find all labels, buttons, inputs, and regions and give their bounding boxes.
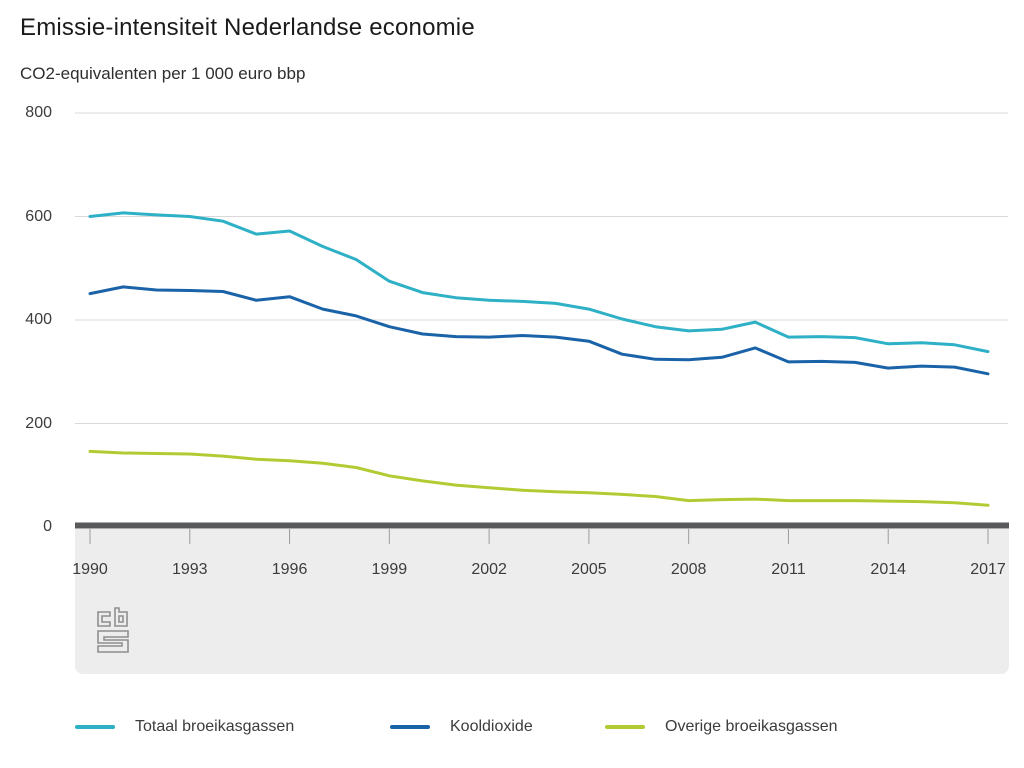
chart-legend: Totaal broeikasgassen Kooldioxide Overige … — [0, 718, 1024, 746]
legend-label: Totaal broeikasgassen — [135, 718, 295, 735]
y-axis-label-200: 200 — [25, 414, 52, 432]
series-line-3 — [88, 449, 990, 507]
chart-subtitle: CO2-equivalenten per 1 000 euro bbp — [20, 64, 306, 83]
legend-item-1[interactable]: Totaal broeikasgassen — [75, 718, 294, 736]
chart-title: Emissie-intensiteit Nederlandse economie — [20, 14, 475, 41]
x-axis-label-2002: 2002 — [471, 561, 507, 578]
legend-swatch-icon — [75, 725, 115, 729]
x-axis-label-2011: 2011 — [771, 561, 806, 578]
x-axis-label-1990: 1990 — [72, 561, 108, 578]
y-axis-label-400: 400 — [25, 311, 52, 328]
y-axis-label-0: 0 — [43, 518, 52, 535]
x-axis-label-2017: 2017 — [970, 561, 1006, 578]
y-axis-label-600: 600 — [25, 207, 52, 225]
x-axis-label-1993: 1993 — [171, 561, 208, 578]
legend-label: Kooldioxide — [450, 718, 533, 735]
legend-swatch-icon — [605, 725, 645, 729]
series-line-1 — [88, 211, 990, 354]
line-chart-plot — [75, 112, 1009, 544]
x-axis-label-2005: 2005 — [571, 561, 607, 578]
x-axis-label-1999: 1999 — [371, 561, 408, 578]
x-axis-bar — [75, 522, 1009, 529]
legend-label: Overige broeikasgassen — [665, 718, 838, 735]
x-axis-label-2014: 2014 — [870, 561, 907, 578]
legend-swatch-icon — [390, 725, 430, 729]
series-line-2 — [88, 285, 990, 376]
x-axis-band — [75, 529, 1009, 674]
y-axis-label-800: 800 — [25, 104, 52, 121]
cbs-logo — [97, 607, 129, 653]
legend-item-2[interactable]: Kooldioxide — [390, 718, 533, 736]
x-axis-label-1996: 1996 — [271, 561, 308, 578]
x-axis-label-2008: 2008 — [670, 561, 707, 578]
legend-item-3[interactable]: Overige broeikasgassen — [605, 718, 838, 736]
